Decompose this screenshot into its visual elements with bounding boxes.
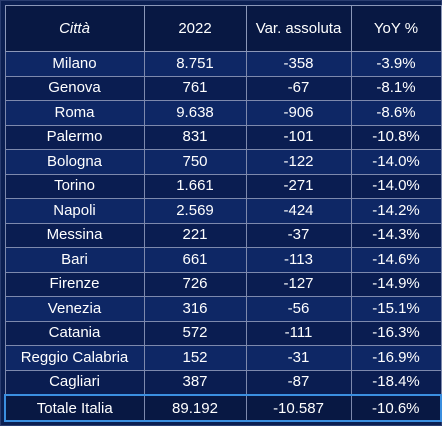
absolute-change-cell: -358 [245, 51, 352, 77]
table-row: Messina 221 -37 -14.3% [4, 222, 442, 248]
value-2022-cell: 221 [143, 222, 247, 248]
city-cell: Firenze [4, 271, 145, 297]
table-row: Milano 8.751 -358 -3.9% [4, 51, 442, 77]
total-yoy-cell: -10.6% [350, 394, 442, 422]
table-row: Torino 1.661 -271 -14.0% [4, 173, 442, 199]
table-row: Genova 761 -67 -8.1% [4, 75, 442, 101]
value-2022-cell: 316 [143, 296, 247, 322]
yoy-cell: -14.2% [350, 198, 442, 224]
value-2022-cell: 761 [143, 75, 247, 101]
city-cell: Genova [4, 75, 145, 101]
city-cell: Napoli [4, 198, 145, 224]
total-label-cell: Totale Italia [4, 394, 145, 422]
value-2022-cell: 2.569 [143, 198, 247, 224]
city-cell: Roma [4, 100, 145, 126]
value-2022-cell: 572 [143, 320, 247, 346]
value-2022-cell: 750 [143, 149, 247, 175]
value-2022-cell: 387 [143, 369, 247, 396]
absolute-change-cell: -127 [245, 271, 352, 297]
city-cell: Bologna [4, 149, 145, 175]
value-2022-cell: 1.661 [143, 173, 247, 199]
value-2022-cell: 9.638 [143, 100, 247, 126]
table-row: Palermo 831 -101 -10.8% [4, 124, 442, 150]
city-cell: Torino [4, 173, 145, 199]
table-row: Firenze 726 -127 -14.9% [4, 271, 442, 297]
value-2022-cell: 831 [143, 124, 247, 150]
yoy-cell: -14.6% [350, 247, 442, 273]
table-row: Reggio Calabria 152 -31 -16.9% [4, 345, 442, 371]
value-2022-cell: 8.751 [143, 51, 247, 77]
absolute-change-cell: -56 [245, 296, 352, 322]
absolute-change-cell: -111 [245, 320, 352, 346]
yoy-cell: -14.0% [350, 149, 442, 175]
city-cell: Messina [4, 222, 145, 248]
absolute-change-cell: -113 [245, 247, 352, 273]
column-header-year: 2022 [143, 5, 247, 52]
yoy-cell: -16.9% [350, 345, 442, 371]
table-row: Venezia 316 -56 -15.1% [4, 296, 442, 322]
city-cell: Reggio Calabria [4, 345, 145, 371]
yoy-cell: -8.6% [350, 100, 442, 126]
absolute-change-cell: -271 [245, 173, 352, 199]
total-2022-cell: 89.192 [143, 394, 247, 422]
yoy-cell: -8.1% [350, 75, 442, 101]
table-row: Napoli 2.569 -424 -14.2% [4, 198, 442, 224]
yoy-cell: -10.8% [350, 124, 442, 150]
yoy-cell: -16.3% [350, 320, 442, 346]
absolute-change-cell: -67 [245, 75, 352, 101]
table-row: Roma 9.638 -906 -8.6% [4, 100, 442, 126]
header-row: Città 2022 Var. assoluta YoY % [4, 5, 442, 52]
city-data-table: Città 2022 Var. assoluta YoY % Milano 8.… [4, 5, 442, 422]
table-row: Catania 572 -111 -16.3% [4, 320, 442, 346]
column-header-yoy: YoY % [350, 5, 442, 52]
absolute-change-cell: -87 [245, 369, 352, 396]
value-2022-cell: 661 [143, 247, 247, 273]
total-row: Totale Italia 89.192 -10.587 -10.6% [4, 394, 442, 422]
value-2022-cell: 726 [143, 271, 247, 297]
absolute-change-cell: -424 [245, 198, 352, 224]
city-cell: Cagliari [4, 369, 145, 396]
column-header-absolute-change: Var. assoluta [245, 5, 352, 52]
value-2022-cell: 152 [143, 345, 247, 371]
yoy-cell: -14.3% [350, 222, 442, 248]
absolute-change-cell: -31 [245, 345, 352, 371]
absolute-change-cell: -101 [245, 124, 352, 150]
absolute-change-cell: -37 [245, 222, 352, 248]
table-row: Bari 661 -113 -14.6% [4, 247, 442, 273]
total-absolute-change-cell: -10.587 [245, 394, 352, 422]
yoy-cell: -14.9% [350, 271, 442, 297]
yoy-cell: -14.0% [350, 173, 442, 199]
city-cell: Milano [4, 51, 145, 77]
absolute-change-cell: -906 [245, 100, 352, 126]
table-row: Cagliari 387 -87 -18.4% [4, 369, 442, 396]
yoy-cell: -3.9% [350, 51, 442, 77]
city-cell: Catania [4, 320, 145, 346]
yoy-cell: -18.4% [350, 369, 442, 396]
table-row: Bologna 750 -122 -14.0% [4, 149, 442, 175]
city-cell: Palermo [4, 124, 145, 150]
column-header-city: Città [4, 5, 145, 52]
yoy-cell: -15.1% [350, 296, 442, 322]
absolute-change-cell: -122 [245, 149, 352, 175]
city-cell: Bari [4, 247, 145, 273]
city-cell: Venezia [4, 296, 145, 322]
